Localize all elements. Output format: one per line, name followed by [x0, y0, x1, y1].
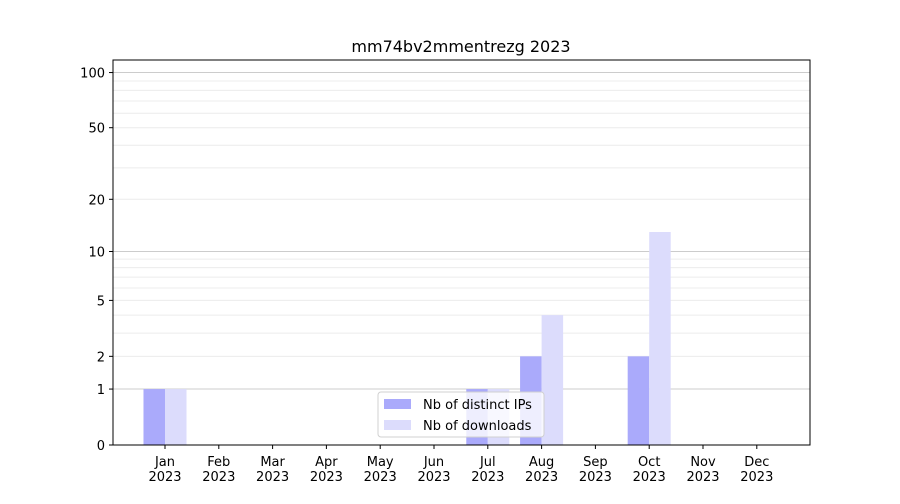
- x-tick-label: Dec 2023: [740, 455, 773, 485]
- legend: Nb of distinct IPs Nb of downloads: [377, 391, 545, 438]
- x-tick-label: Mar 2023: [256, 455, 289, 485]
- x-tick-label: Jan 2023: [148, 455, 181, 485]
- chart-title: mm74bv2mmentrezg 2023: [351, 37, 570, 56]
- y-tick-label: 2: [97, 350, 105, 365]
- legend-label: Nb of downloads: [423, 419, 532, 434]
- legend-label: Nb of distinct IPs: [423, 398, 532, 413]
- x-tick-label: Jul 2023: [471, 455, 504, 485]
- bar-distinct-ips: [143, 389, 165, 445]
- y-tick-label: 5: [97, 294, 105, 309]
- x-tick-label: Sep 2023: [579, 455, 612, 485]
- bar-downloads: [165, 389, 187, 445]
- x-tick-label: Jun 2023: [417, 455, 450, 485]
- x-tick-label: Aug 2023: [525, 455, 558, 485]
- y-tick-label: 0: [97, 439, 105, 454]
- x-tick-label: Nov 2023: [686, 455, 719, 485]
- axes-frame: [112, 59, 811, 446]
- bar-downloads: [649, 232, 671, 445]
- legend-swatch: [384, 399, 411, 409]
- y-tick-label: 10: [88, 245, 105, 260]
- y-tick-label: 1: [97, 383, 105, 398]
- x-tick-label: Apr 2023: [310, 455, 343, 485]
- x-tick-label: Feb 2023: [202, 455, 235, 485]
- legend-box: [377, 391, 545, 438]
- bar-distinct-ips: [627, 356, 650, 445]
- bar-downloads: [541, 315, 564, 445]
- legend-swatch: [384, 420, 411, 430]
- x-tick-label: Oct 2023: [633, 455, 666, 485]
- y-tick-label: 50: [88, 122, 105, 137]
- y-tick-label: 100: [80, 67, 105, 82]
- y-tick-label: 20: [88, 193, 105, 208]
- x-tick-label: May 2023: [364, 455, 397, 485]
